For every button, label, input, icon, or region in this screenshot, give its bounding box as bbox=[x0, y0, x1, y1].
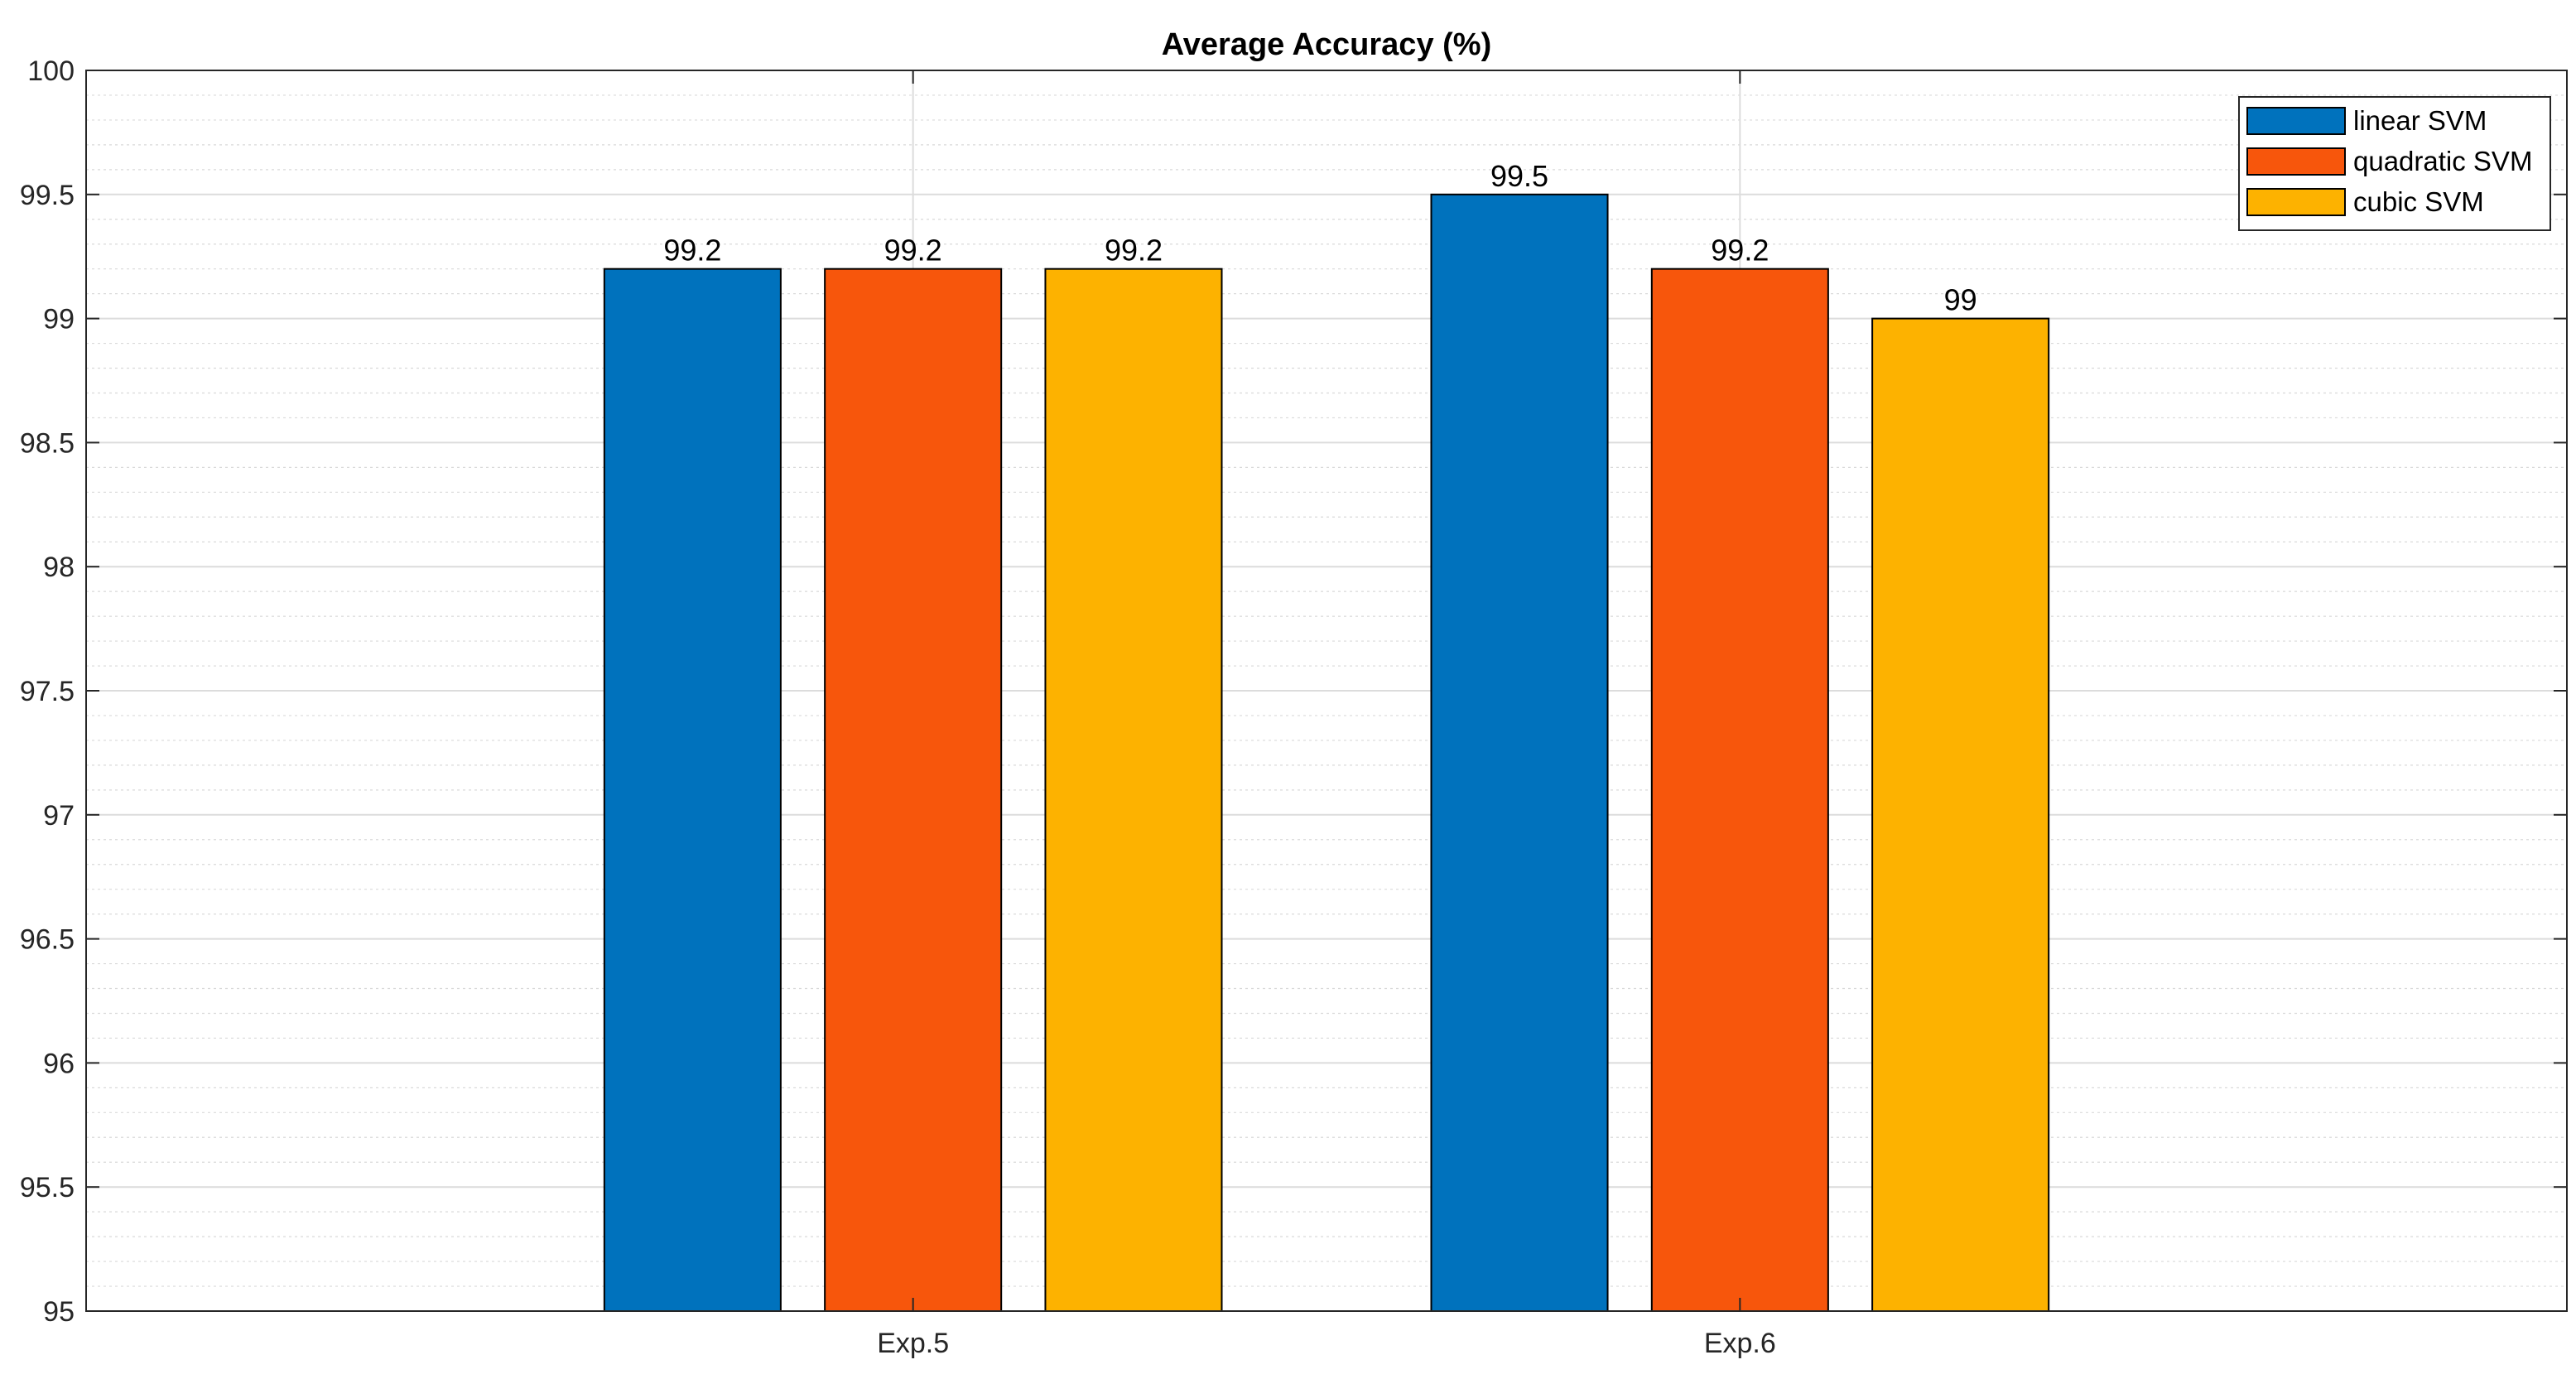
x-tick-label: Exp.6 bbox=[1704, 1328, 1776, 1359]
legend: linear SVM quadratic SVM cubic SVM bbox=[2238, 96, 2551, 231]
bar bbox=[1044, 268, 1223, 1312]
bar-value-label: 99.2 bbox=[1105, 234, 1163, 268]
bar bbox=[824, 268, 1003, 1312]
y-tick-label: 96 bbox=[43, 1048, 75, 1079]
bars-group bbox=[603, 193, 2050, 1313]
bar-value-label: 99.2 bbox=[1711, 234, 1769, 268]
x-axis-tick-labels: Exp.5 Exp.6 bbox=[877, 1328, 1776, 1359]
bar-value-label: 99.2 bbox=[663, 234, 721, 268]
bar bbox=[1871, 317, 2050, 1313]
bar bbox=[603, 268, 782, 1312]
chart-title: Average Accuracy (%) bbox=[1162, 27, 1491, 62]
legend-label: linear SVM bbox=[2353, 105, 2487, 136]
y-tick-label: 99.5 bbox=[20, 180, 75, 211]
legend-swatch bbox=[2246, 107, 2346, 135]
bar-value-label: 99.5 bbox=[1490, 159, 1548, 193]
y-axis-tick-labels: 95 95.5 96 96.5 97 97.5 98 98.5 99 99.5 100 bbox=[20, 55, 75, 1328]
bar-data-labels: 99.2 99.2 99.2 99.5 99.2 99 bbox=[663, 159, 1977, 317]
y-tick-label: 95.5 bbox=[20, 1172, 75, 1203]
y-tick-label: 98.5 bbox=[20, 427, 75, 459]
bar bbox=[1650, 268, 1829, 1312]
bar-value-label: 99 bbox=[1944, 283, 1977, 317]
y-tick-label: 95 bbox=[43, 1296, 75, 1328]
axis-ticks bbox=[86, 70, 2567, 1312]
bar-value-label: 99.2 bbox=[884, 234, 942, 268]
minor-gridlines bbox=[86, 94, 2567, 1287]
x-tick-label: Exp.5 bbox=[877, 1328, 949, 1359]
y-tick-label: 96.5 bbox=[20, 924, 75, 956]
legend-swatch bbox=[2246, 188, 2346, 216]
legend-swatch bbox=[2246, 147, 2346, 176]
legend-label: cubic SVM bbox=[2353, 186, 2484, 217]
y-tick-label: 100 bbox=[27, 55, 75, 87]
bar bbox=[1430, 193, 1609, 1312]
y-tick-label: 97 bbox=[43, 800, 75, 832]
y-tick-label: 97.5 bbox=[20, 676, 75, 707]
legend-label: quadratic SVM bbox=[2353, 146, 2532, 176]
y-tick-label: 98 bbox=[43, 552, 75, 583]
y-tick-label: 99 bbox=[43, 304, 75, 335]
